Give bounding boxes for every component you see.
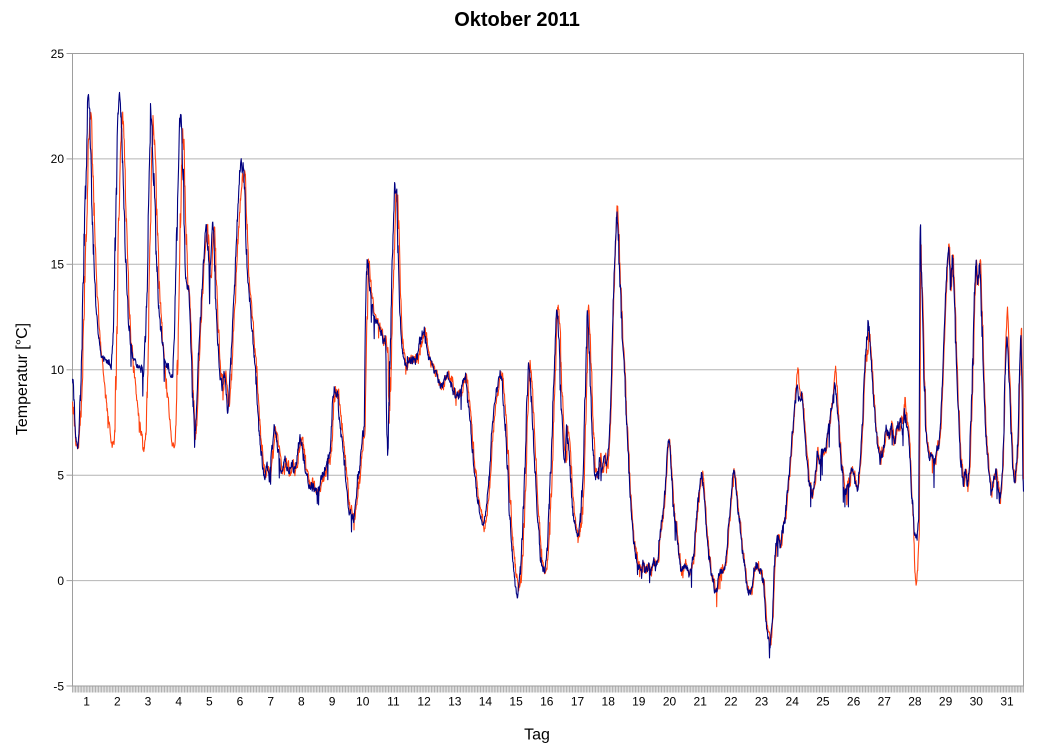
svg-text:7: 7 bbox=[267, 695, 274, 709]
svg-text:12: 12 bbox=[417, 695, 431, 709]
svg-text:Oktober 2011: Oktober 2011 bbox=[454, 9, 580, 31]
svg-text:13: 13 bbox=[448, 695, 462, 709]
svg-text:18: 18 bbox=[602, 695, 616, 709]
svg-text:27: 27 bbox=[878, 695, 892, 709]
svg-text:26: 26 bbox=[847, 695, 861, 709]
svg-text:8: 8 bbox=[298, 695, 305, 709]
svg-text:23: 23 bbox=[755, 695, 769, 709]
svg-text:4: 4 bbox=[175, 695, 182, 709]
svg-text:3: 3 bbox=[145, 695, 152, 709]
svg-text:22: 22 bbox=[724, 695, 738, 709]
svg-text:15: 15 bbox=[51, 258, 65, 272]
svg-text:1: 1 bbox=[83, 695, 90, 709]
svg-text:14: 14 bbox=[479, 695, 493, 709]
svg-text:16: 16 bbox=[540, 695, 554, 709]
svg-text:-5: -5 bbox=[53, 679, 64, 693]
svg-text:10: 10 bbox=[51, 363, 65, 377]
svg-text:2: 2 bbox=[114, 695, 121, 709]
svg-text:19: 19 bbox=[632, 695, 646, 709]
svg-text:0: 0 bbox=[57, 574, 64, 588]
svg-text:5: 5 bbox=[206, 695, 213, 709]
svg-text:15: 15 bbox=[509, 695, 523, 709]
svg-text:5: 5 bbox=[57, 469, 64, 483]
svg-text:20: 20 bbox=[663, 695, 677, 709]
svg-text:24: 24 bbox=[786, 695, 800, 709]
svg-text:9: 9 bbox=[329, 695, 336, 709]
svg-text:21: 21 bbox=[694, 695, 708, 709]
svg-text:30: 30 bbox=[970, 695, 984, 709]
svg-text:31: 31 bbox=[1000, 695, 1014, 709]
svg-text:29: 29 bbox=[939, 695, 953, 709]
svg-text:28: 28 bbox=[908, 695, 922, 709]
svg-text:Tag: Tag bbox=[524, 727, 550, 744]
svg-text:Temperatur [°C]: Temperatur [°C] bbox=[14, 323, 31, 435]
svg-text:25: 25 bbox=[51, 47, 65, 61]
svg-text:10: 10 bbox=[356, 695, 370, 709]
svg-text:17: 17 bbox=[571, 695, 585, 709]
svg-text:25: 25 bbox=[816, 695, 830, 709]
svg-text:6: 6 bbox=[237, 695, 244, 709]
svg-text:20: 20 bbox=[51, 152, 65, 166]
svg-text:11: 11 bbox=[387, 695, 400, 709]
